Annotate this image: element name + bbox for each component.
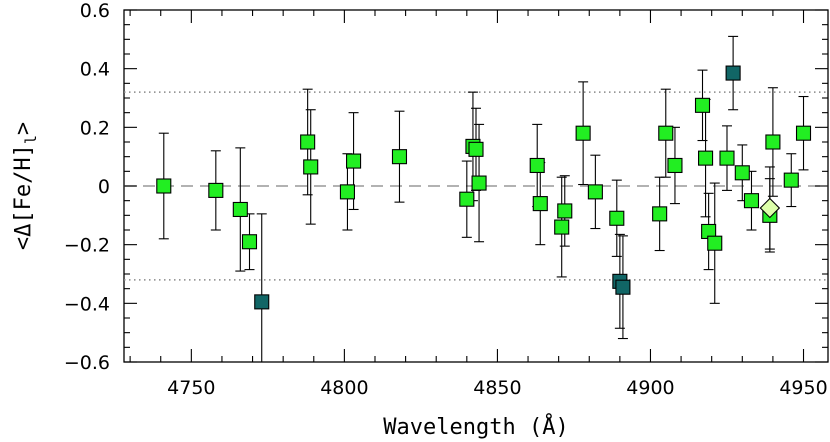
y-axis-label: <Δ[Fe/H]l> [11,122,40,250]
y-axis-label-main: <Δ[Fe/H] [11,144,36,250]
data-point-green-square [795,125,812,141]
y-tick-label: −0.4 [64,293,110,315]
data-point-green-square [391,149,408,165]
data-point-green-square [529,157,545,174]
data-point-green-square [554,219,570,235]
data-point-green-square [241,234,258,250]
axis-ticks [124,9,828,363]
data-point-green-square [658,125,674,141]
data-point-green-square [609,210,625,226]
x-axis-label: Wavelength (Å) [383,413,568,440]
data-point-green-square [232,201,248,218]
data-point-teal-square [254,294,270,310]
data-point-green-square [719,150,735,166]
y-tick-label: −0.6 [64,352,110,374]
y-tick-label: 0.4 [80,59,110,81]
data-point-green-square [783,172,799,188]
data-point-green-square [652,206,668,222]
data-point-green-square [532,196,548,212]
data-point-green-square [471,175,487,191]
data-point-green-square [459,191,475,207]
x-tick-label: 4850 [473,377,521,399]
data-point-green-square [765,134,781,150]
y-axis-label-subscript: l [22,135,40,144]
data-point-green-square [208,182,224,198]
data-point-green-square [339,184,355,200]
data-point-green-square [575,125,591,141]
data-point-teal-square [725,65,741,81]
data-point-green-square [698,150,714,166]
data-point-diamond [759,197,781,219]
data-point-green-square [587,184,603,200]
x-tick-label: 4750 [167,377,215,399]
y-tick-label: −0.2 [64,235,110,257]
data-point-green-square [734,165,750,181]
data-point-green-square [743,193,760,209]
data-point-green-square [667,157,683,174]
data-point-green-square [303,159,319,175]
y-tick-label: 0.6 [80,0,110,22]
x-tick-label: 4900 [626,377,674,399]
data-point-green-square [300,134,316,150]
x-tick-label: 4800 [320,377,368,399]
data-point-green-square [707,235,723,251]
y-tick-label: 0 [98,176,110,198]
data-point-green-square [557,203,573,219]
data-point-green-square [346,153,362,169]
y-tick-label: 0.2 [80,117,110,139]
data-point-green-square [156,178,172,194]
x-tick-label: 4950 [779,377,827,399]
tick-labels: 4750 4800 4850 4900 4950 −0.6 −0.4 −0.2 0 0.2 0.4 0… [64,0,828,399]
data-point-teal-square [615,279,631,295]
data-point-green-square [468,141,484,157]
data-points [156,35,812,362]
data-point-green-square [694,97,711,113]
y-axis-label-end: > [11,122,36,135]
